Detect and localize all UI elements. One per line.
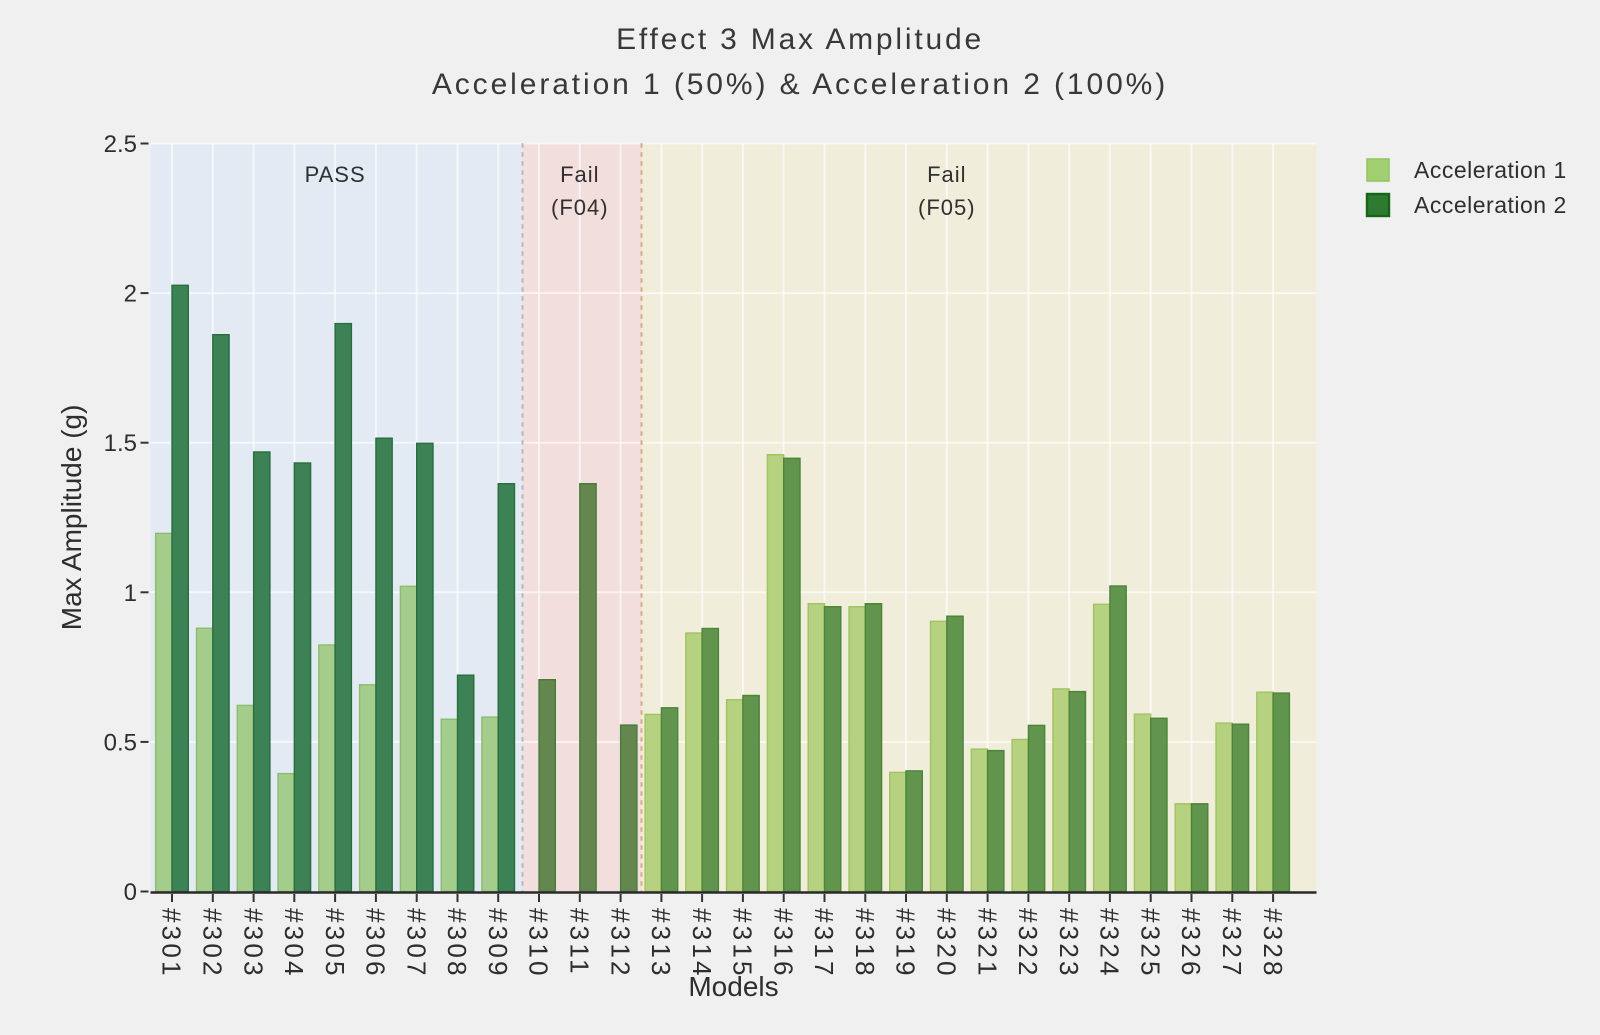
svg-text:PASS: PASS: [305, 162, 366, 187]
svg-text:2.5: 2.5: [104, 131, 137, 158]
svg-text:#322: #322: [1013, 908, 1043, 979]
svg-text:#327: #327: [1217, 908, 1247, 979]
svg-text:#323: #323: [1054, 908, 1084, 979]
svg-text:#316: #316: [768, 908, 798, 979]
svg-text:#304: #304: [279, 908, 309, 979]
svg-text:1: 1: [124, 580, 137, 607]
svg-text:Fail: Fail: [927, 162, 966, 187]
svg-text:1.5: 1.5: [104, 430, 137, 457]
svg-text:#303: #303: [238, 908, 268, 979]
svg-text:Fail: Fail: [560, 162, 599, 187]
svg-text:#308: #308: [442, 908, 472, 979]
svg-text:(F04): (F04): [551, 195, 609, 220]
svg-text:Effect 3 Max Amplitude: Effect 3 Max Amplitude: [616, 23, 984, 56]
svg-text:#321: #321: [972, 908, 1002, 979]
svg-text:#313: #313: [646, 908, 676, 979]
svg-text:#325: #325: [1135, 908, 1165, 979]
svg-text:#302: #302: [198, 908, 228, 979]
svg-text:(F05): (F05): [918, 195, 976, 220]
svg-text:0.5: 0.5: [104, 729, 137, 756]
svg-text:#320: #320: [932, 908, 962, 979]
svg-text:#317: #317: [809, 908, 839, 979]
svg-text:#326: #326: [1176, 908, 1206, 979]
svg-text:Acceleration 1: Acceleration 1: [1414, 157, 1567, 183]
svg-text:#319: #319: [891, 908, 921, 979]
svg-text:#324: #324: [1095, 908, 1125, 979]
svg-text:#311: #311: [565, 908, 595, 977]
svg-text:#318: #318: [850, 908, 880, 979]
svg-text:2: 2: [124, 281, 137, 308]
svg-text:#305: #305: [320, 908, 350, 979]
svg-text:Max Amplitude (g): Max Amplitude (g): [56, 405, 87, 631]
svg-text:#315: #315: [728, 908, 758, 979]
svg-text:#314: #314: [687, 908, 717, 979]
svg-text:Models: Models: [688, 971, 778, 1002]
svg-text:#309: #309: [483, 908, 513, 979]
svg-text:#301: #301: [157, 908, 187, 979]
svg-text:Acceleration 2: Acceleration 2: [1414, 192, 1567, 218]
svg-text:#312: #312: [605, 908, 635, 979]
svg-text:#310: #310: [524, 908, 554, 979]
svg-text:Acceleration 1 (50%) & Acceler: Acceleration 1 (50%) & Acceleration 2 (1…: [432, 68, 1168, 101]
svg-text:0: 0: [124, 879, 137, 906]
svg-text:#307: #307: [401, 908, 431, 979]
svg-text:#328: #328: [1258, 908, 1288, 979]
svg-text:#306: #306: [361, 908, 391, 979]
